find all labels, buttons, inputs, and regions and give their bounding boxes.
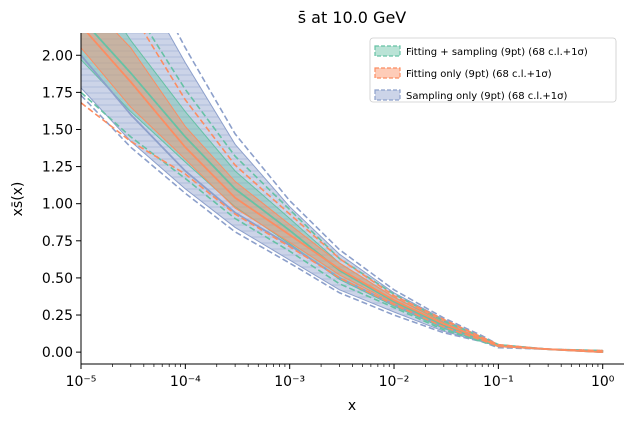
x-tick-label: 10⁻² <box>379 374 410 390</box>
legend-swatch <box>374 45 401 57</box>
y-tick-label: 0.25 <box>42 308 73 324</box>
legend-box <box>369 37 617 103</box>
y-axis-label: xs̄(x) <box>10 182 26 217</box>
y-tick-label: 1.50 <box>42 122 73 138</box>
legend-label: Fitting + sampling (9pt) (68 c.l.+1σ) <box>406 47 588 58</box>
x-tick-label: 10⁻⁵ <box>66 374 97 390</box>
y-tick-label: 2.00 <box>42 48 73 64</box>
legend-swatch <box>374 67 401 79</box>
outer-low-fitting-sampling <box>81 91 603 353</box>
y-tick-label: 0.75 <box>42 234 73 250</box>
legend-label: Sampling only (9pt) (68 c.l.+1σ) <box>406 91 567 102</box>
legend-label: Fitting only (9pt) (68 c.l.+1σ) <box>406 69 552 80</box>
y-tick-label: 1.25 <box>42 160 73 176</box>
x-axis-label: x <box>348 398 356 414</box>
center-line-fitting-only <box>86 33 603 353</box>
x-tick-label: 10⁻³ <box>274 374 305 390</box>
chart-title: s̄ at 10.0 GeV <box>298 8 407 27</box>
x-ticks: 10⁻⁵ 10⁻⁴ 10⁻³ 10⁻² 10⁻¹ 10⁰ <box>66 364 615 390</box>
y-tick-label: 0.00 <box>42 345 73 361</box>
outer-high-fitting-only <box>143 33 603 352</box>
x-tick-label: 10⁰ <box>591 374 615 390</box>
x-tick-label: 10⁻⁴ <box>170 374 201 390</box>
series-lines <box>81 33 603 353</box>
outer-low-fitting-only <box>81 102 603 353</box>
y-tick-label: 1.75 <box>42 85 73 101</box>
outer-low-sampling-only <box>81 94 603 353</box>
legend-swatch <box>374 89 401 101</box>
y-tick-label: 0.50 <box>42 271 73 287</box>
y-tick-label: 1.00 <box>42 197 73 213</box>
band-hatch-sampling-only <box>81 33 603 353</box>
x-tick-label: 10⁻¹ <box>483 374 514 390</box>
y-ticks: 0.00 0.25 0.50 0.75 1.00 1.25 1.50 1.75 2.00 <box>42 48 81 361</box>
legend: Fitting + sampling (9pt) (68 c.l.+1σ) Fit… <box>369 37 617 103</box>
